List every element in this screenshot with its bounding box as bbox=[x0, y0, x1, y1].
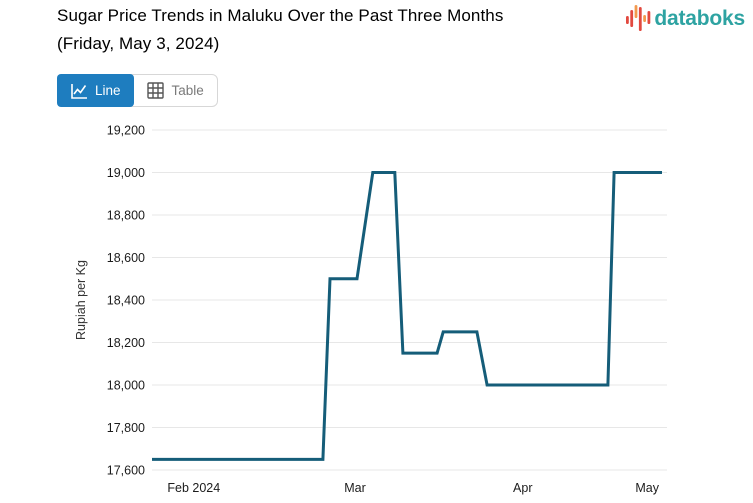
y-tick-label: 19,200 bbox=[107, 124, 145, 138]
databoks-wordmark: databoks bbox=[654, 7, 745, 30]
x-tick-label: Feb 2024 bbox=[167, 481, 220, 495]
view-toggle: Line Table bbox=[57, 74, 218, 107]
sugar-price-series bbox=[152, 171, 662, 461]
y-tick-label: 18,000 bbox=[107, 379, 145, 393]
table-icon bbox=[146, 81, 165, 100]
title-line-2: (Friday, May 3, 2024) bbox=[57, 34, 220, 53]
x-tick-label: May bbox=[635, 481, 659, 495]
table-view-button[interactable]: Table bbox=[133, 75, 217, 106]
x-tick-label: Apr bbox=[513, 481, 532, 495]
line-view-button[interactable]: Line bbox=[57, 74, 134, 107]
table-view-label: Table bbox=[171, 83, 204, 98]
y-tick-label: 17,800 bbox=[107, 421, 145, 435]
line-chart-icon bbox=[70, 82, 88, 100]
price-line-chart[interactable]: 17,600 17,800 18,000 18,200 18,400 18,600 18,8… bbox=[0, 115, 753, 498]
y-tick-label: 18,200 bbox=[107, 336, 145, 350]
databoks-logo[interactable]: databoks bbox=[626, 5, 745, 33]
y-tick-label: 18,800 bbox=[107, 209, 145, 223]
databoks-icon bbox=[626, 5, 652, 33]
y-tick-label: 17,600 bbox=[107, 464, 145, 478]
y-tick-label: 19,000 bbox=[107, 166, 145, 180]
y-tick-label: 18,400 bbox=[107, 294, 145, 308]
title-line-1: Sugar Price Trends in Maluku Over the Pa… bbox=[57, 6, 504, 25]
line-view-label: Line bbox=[95, 83, 121, 98]
x-tick-label: Mar bbox=[344, 481, 366, 495]
y-axis-title: Rupiah per Kg bbox=[74, 260, 88, 340]
y-tick-label: 18,600 bbox=[107, 251, 145, 265]
chart-plot-area[interactable]: 17,600 17,800 18,000 18,200 18,400 18,600 18,8… bbox=[0, 115, 753, 498]
page-title: Sugar Price Trends in Maluku Over the Pa… bbox=[57, 2, 503, 58]
